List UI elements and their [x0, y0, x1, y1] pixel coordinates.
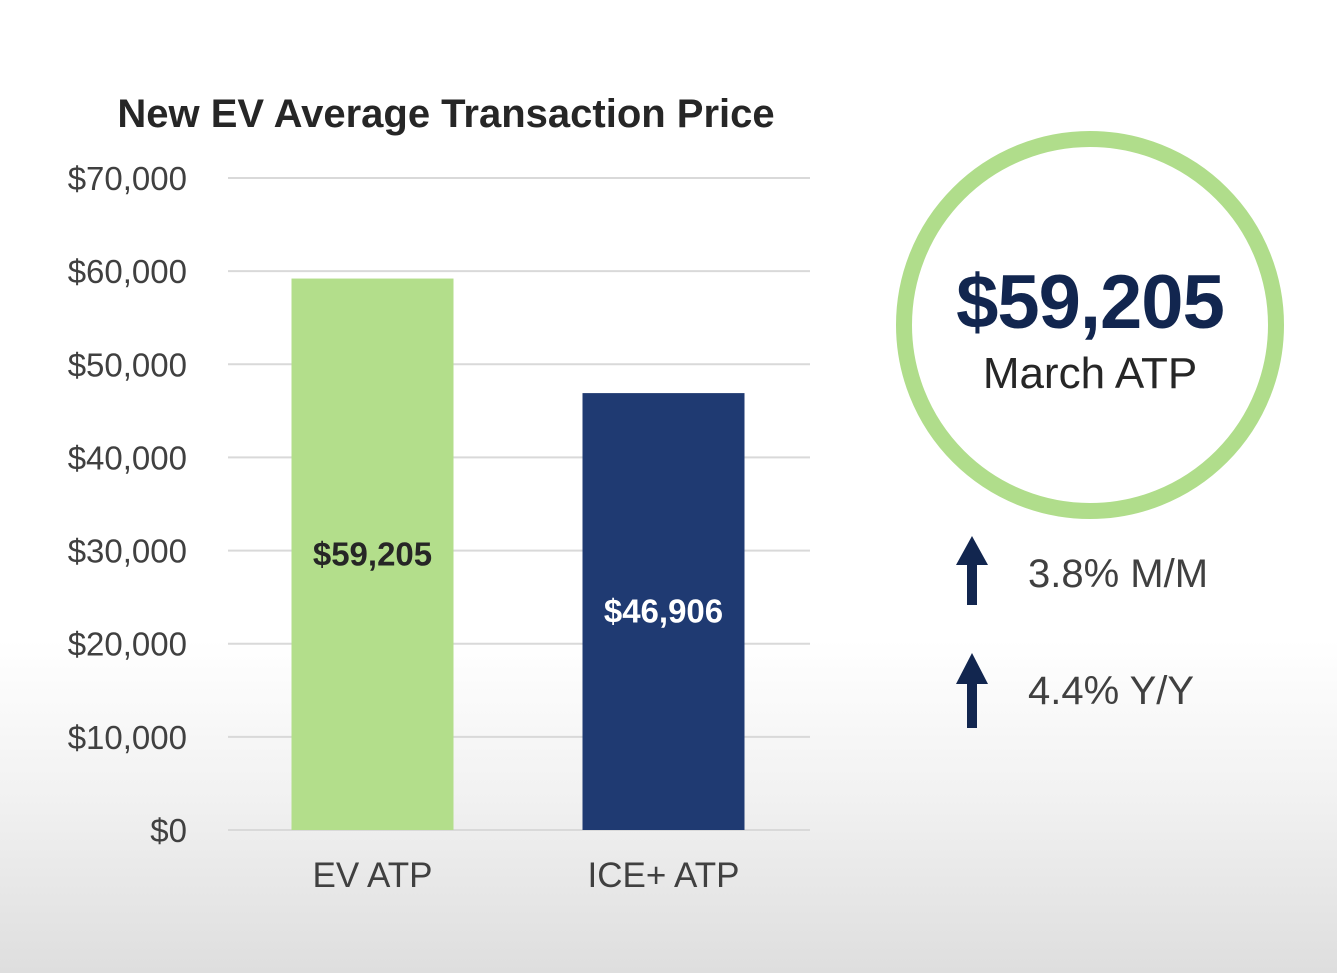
data-labels: $59,205 $46,906	[313, 535, 723, 629]
y-tick-label: $60,000	[68, 253, 187, 290]
category-label: ICE+ ATP	[587, 856, 739, 895]
arrow-up-icon	[956, 536, 988, 605]
y-tick-label: $70,000	[68, 160, 187, 197]
bar-ev-atp	[291, 278, 454, 830]
y-axis-tick-labels: $0 $10,000 $20,000 $30,000 $40,000 $50,000 $60…	[68, 160, 187, 849]
y-tick-label: $20,000	[68, 626, 187, 663]
arrow-up-icon	[956, 653, 988, 728]
change-year-over-year: 4.4% Y/Y	[950, 652, 1290, 732]
highlight-value: $59,205	[956, 260, 1225, 345]
y-tick-label: $30,000	[68, 533, 187, 570]
change-yy-text: 4.4% Y/Y	[1028, 669, 1195, 713]
bar-data-label: $46,906	[604, 593, 723, 630]
bar-data-label: $59,205	[313, 535, 432, 572]
bars	[291, 278, 745, 830]
category-label: EV ATP	[313, 856, 433, 895]
change-month-over-month: 3.8% M/M	[950, 535, 1290, 615]
march-atp-ring: $59,205 March ATP	[896, 131, 1284, 519]
y-tick-label: $50,000	[68, 346, 187, 383]
bar-ice-atp	[582, 393, 745, 830]
y-tick-label: $40,000	[68, 439, 187, 476]
highlight-caption: March ATP	[982, 349, 1198, 398]
chart-title: New EV Average Transaction Price	[117, 92, 774, 136]
y-tick-label: $0	[150, 812, 187, 849]
category-labels: EV ATP ICE+ ATP	[313, 856, 740, 895]
y-tick-label: $10,000	[68, 719, 187, 756]
change-mm-text: 3.8% M/M	[1028, 552, 1209, 596]
